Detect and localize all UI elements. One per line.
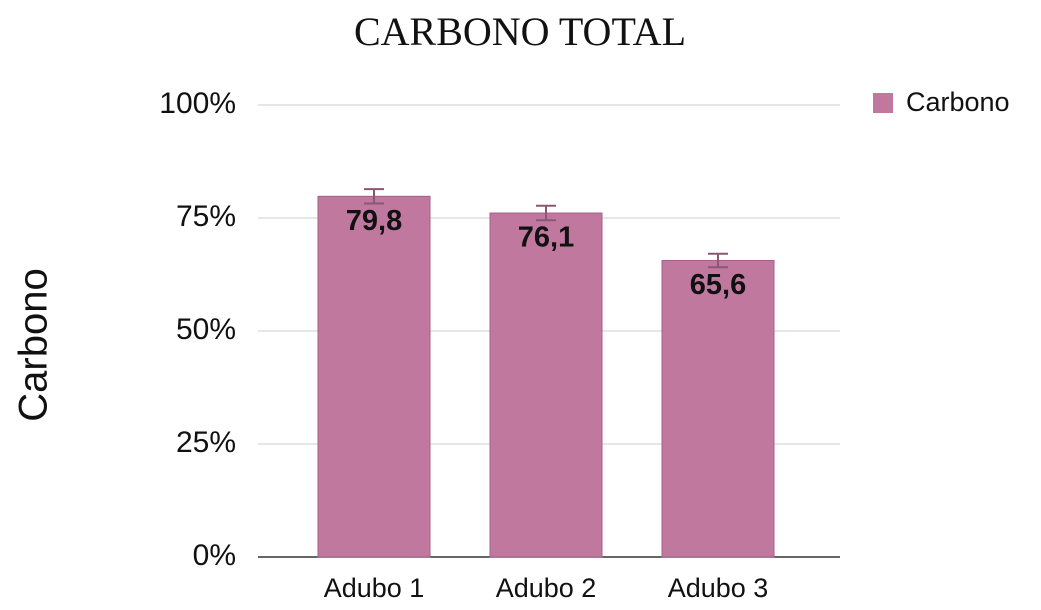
data-label: 76,1 bbox=[518, 222, 574, 254]
y-tick-label: 0% bbox=[193, 539, 236, 572]
chart-title: CARBONO TOTAL bbox=[354, 9, 686, 54]
legend-label: Carbono bbox=[906, 87, 1010, 117]
x-tick-label: Adubo 1 bbox=[324, 573, 425, 603]
bar bbox=[661, 259, 775, 558]
y-axis-label: Carbono bbox=[12, 268, 56, 421]
error-bar bbox=[536, 204, 556, 222]
x-tick-label: Adubo 3 bbox=[668, 573, 769, 603]
y-tick-label: 75% bbox=[176, 200, 236, 233]
bar bbox=[489, 212, 603, 558]
bar bbox=[317, 195, 431, 558]
error-bar bbox=[708, 252, 728, 269]
y-tick-label: 50% bbox=[176, 313, 236, 346]
legend-swatch bbox=[873, 93, 893, 113]
data-label: 65,6 bbox=[690, 269, 746, 301]
y-tick-label: 25% bbox=[176, 426, 236, 459]
y-tick-label: 100% bbox=[159, 87, 236, 120]
error-bar bbox=[364, 188, 384, 205]
x-tick-label: Adubo 2 bbox=[496, 573, 597, 603]
data-label: 79,8 bbox=[346, 205, 402, 237]
